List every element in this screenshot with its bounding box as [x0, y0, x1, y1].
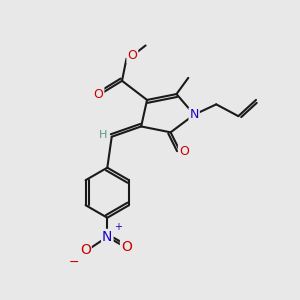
Text: N: N [190, 108, 199, 121]
Text: O: O [121, 240, 132, 254]
Text: N: N [102, 230, 112, 244]
Text: O: O [80, 243, 91, 257]
Text: H: H [99, 130, 107, 140]
Text: +: + [114, 222, 122, 232]
Text: O: O [128, 49, 137, 62]
Text: O: O [179, 145, 189, 158]
Text: O: O [94, 88, 103, 100]
Text: −: − [68, 256, 79, 269]
